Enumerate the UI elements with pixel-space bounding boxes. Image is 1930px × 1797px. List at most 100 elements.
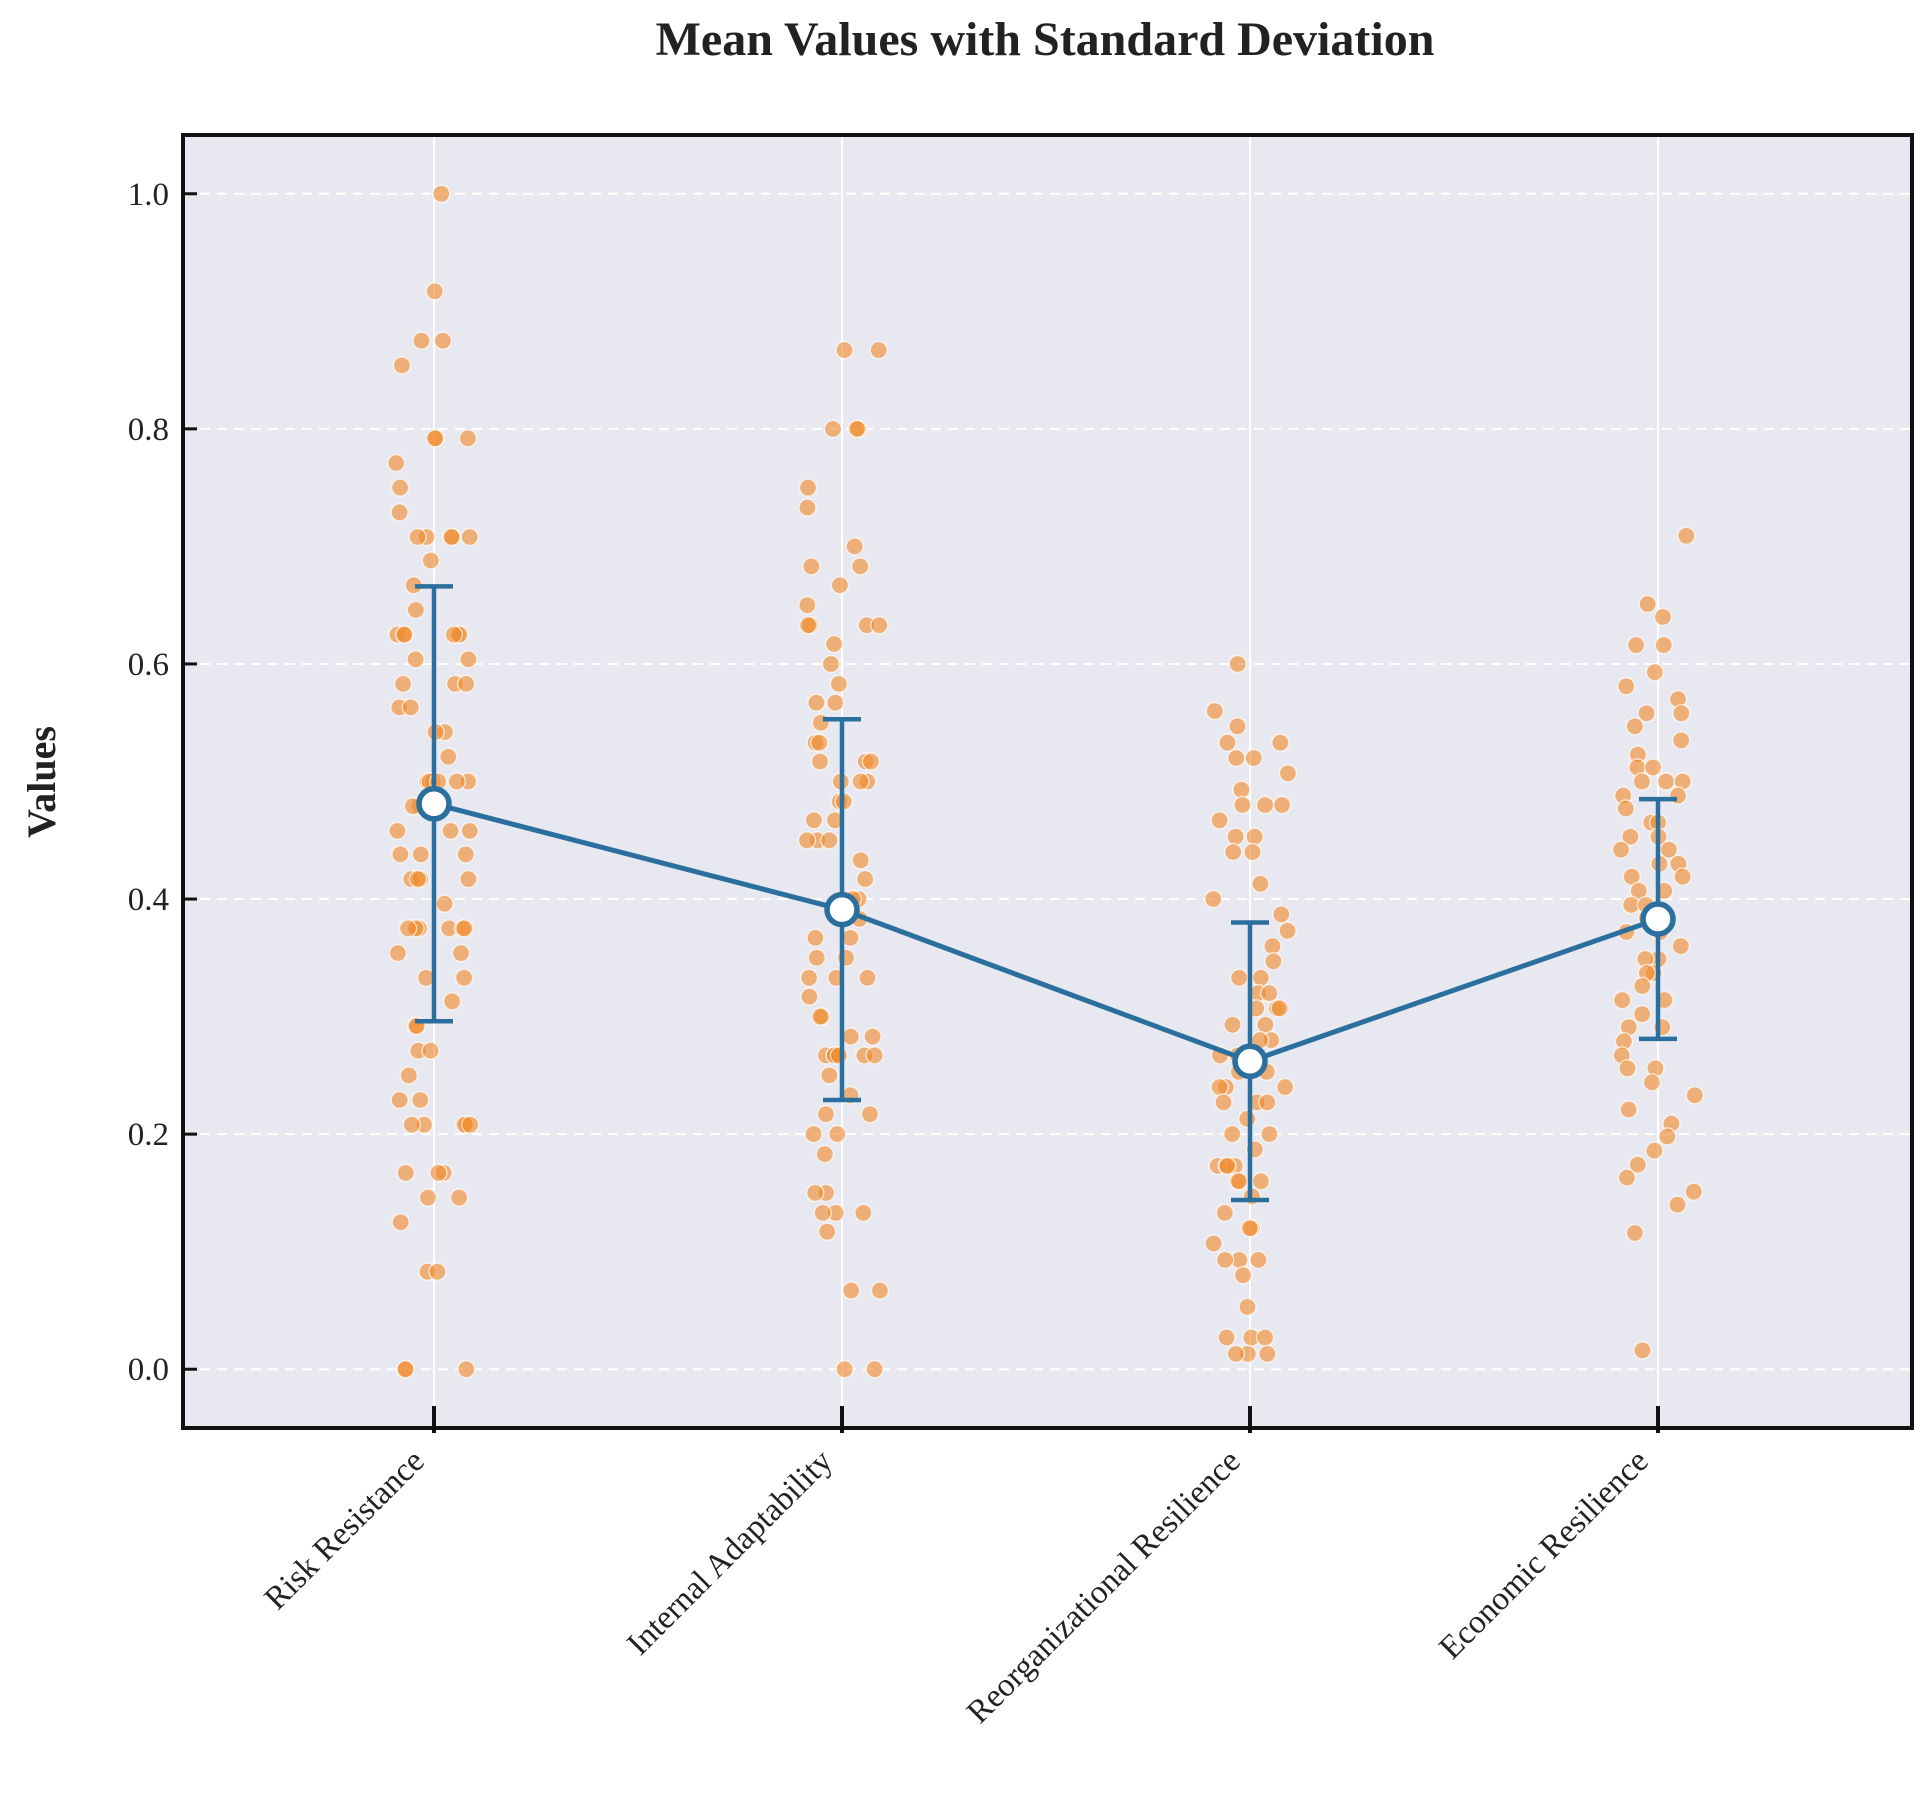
data-point xyxy=(1625,717,1645,736)
data-point xyxy=(1227,748,1246,768)
data-point xyxy=(835,1359,854,1379)
data-point xyxy=(390,503,409,522)
data-point xyxy=(1258,1344,1277,1364)
x-tick-label: Internal Adaptability xyxy=(620,1443,840,1663)
data-point xyxy=(1251,874,1270,893)
data-point xyxy=(1642,1073,1662,1092)
data-point xyxy=(1671,731,1691,750)
data-point xyxy=(1204,889,1223,909)
data-point xyxy=(798,478,818,497)
data-point xyxy=(1240,1218,1260,1238)
data-point xyxy=(1618,1059,1637,1078)
data-point xyxy=(847,419,867,439)
data-point xyxy=(811,1007,830,1026)
data-point xyxy=(1632,772,1652,791)
data-point xyxy=(1249,1250,1268,1270)
data-point xyxy=(1659,840,1679,859)
data-point xyxy=(1245,827,1264,846)
data-point xyxy=(851,772,870,791)
y-axis: 0.0 0.2 0.4 0.6 0.8 1.0 xyxy=(128,177,197,1388)
data-point xyxy=(1232,780,1251,799)
data-point xyxy=(1251,968,1271,987)
data-point xyxy=(1617,1168,1637,1187)
data-point xyxy=(1218,1156,1237,1176)
data-point xyxy=(1204,1234,1223,1253)
data-point xyxy=(1205,701,1225,721)
data-point xyxy=(457,674,476,694)
data-point xyxy=(1228,654,1247,674)
data-point xyxy=(810,752,830,771)
data-point xyxy=(798,596,817,615)
data-point xyxy=(454,968,474,987)
data-point xyxy=(394,625,414,644)
data-point xyxy=(1260,1124,1279,1144)
data-point xyxy=(1619,1100,1638,1119)
data-point xyxy=(460,527,479,547)
data-point xyxy=(816,1104,836,1124)
data-point xyxy=(432,184,451,204)
data-point xyxy=(1214,1093,1233,1112)
data-point xyxy=(1658,1127,1677,1146)
y-tick-label: 0.6 xyxy=(128,647,169,683)
data-point xyxy=(458,429,478,448)
data-point xyxy=(1222,1124,1242,1144)
x-tick-label: Reorganizational Resilience xyxy=(960,1443,1247,1730)
data-point xyxy=(390,478,410,497)
data-point xyxy=(411,1090,430,1110)
data-point xyxy=(800,987,819,1006)
data-point xyxy=(1264,952,1283,971)
data-point xyxy=(1215,1203,1235,1223)
data-point xyxy=(835,340,854,360)
data-point xyxy=(1217,1328,1236,1347)
data-point xyxy=(828,1124,847,1144)
data-point xyxy=(1243,842,1262,862)
data-point xyxy=(392,356,412,375)
data-point xyxy=(461,1115,480,1134)
data-point xyxy=(396,1163,415,1183)
data-point xyxy=(1278,764,1298,783)
data-point xyxy=(1628,1155,1648,1174)
data-point xyxy=(459,650,478,669)
y-tick-label: 0.4 xyxy=(128,882,169,918)
data-point xyxy=(1616,677,1636,696)
data-point xyxy=(429,1163,448,1183)
data-point xyxy=(418,1188,438,1207)
data-point xyxy=(1271,733,1290,752)
data-point xyxy=(1673,867,1692,886)
mean-line xyxy=(433,801,1659,1064)
data-point xyxy=(1238,1297,1257,1317)
data-point xyxy=(449,1188,469,1207)
data-point xyxy=(860,1104,880,1124)
y-tick-label: 0.8 xyxy=(128,412,169,448)
data-point xyxy=(402,1115,421,1134)
data-point xyxy=(829,1046,849,1065)
data-point xyxy=(442,527,461,547)
mean-marker xyxy=(824,891,860,928)
data-point xyxy=(391,845,410,864)
data-point xyxy=(799,616,818,635)
data-point xyxy=(1210,811,1229,830)
data-point xyxy=(810,733,829,752)
data-point xyxy=(387,453,406,473)
data-point xyxy=(863,1027,882,1046)
data-point xyxy=(421,551,440,570)
data-point xyxy=(1223,1015,1242,1035)
data-point xyxy=(820,1066,839,1085)
data-point xyxy=(1611,840,1631,859)
data-point xyxy=(1656,772,1676,791)
y-tick-label: 1.0 xyxy=(128,177,169,213)
data-point xyxy=(388,943,408,963)
data-point xyxy=(869,340,888,360)
data-point xyxy=(451,943,471,963)
data-point xyxy=(1275,1077,1295,1097)
data-point xyxy=(1258,1093,1277,1112)
mean-series xyxy=(415,584,1677,1203)
data-point xyxy=(412,331,431,350)
mean-marker xyxy=(1232,1043,1268,1080)
data-point xyxy=(1633,1341,1652,1360)
data-point xyxy=(459,869,478,889)
data-point xyxy=(1229,968,1249,987)
data-point xyxy=(439,747,458,766)
data-point xyxy=(388,821,407,841)
